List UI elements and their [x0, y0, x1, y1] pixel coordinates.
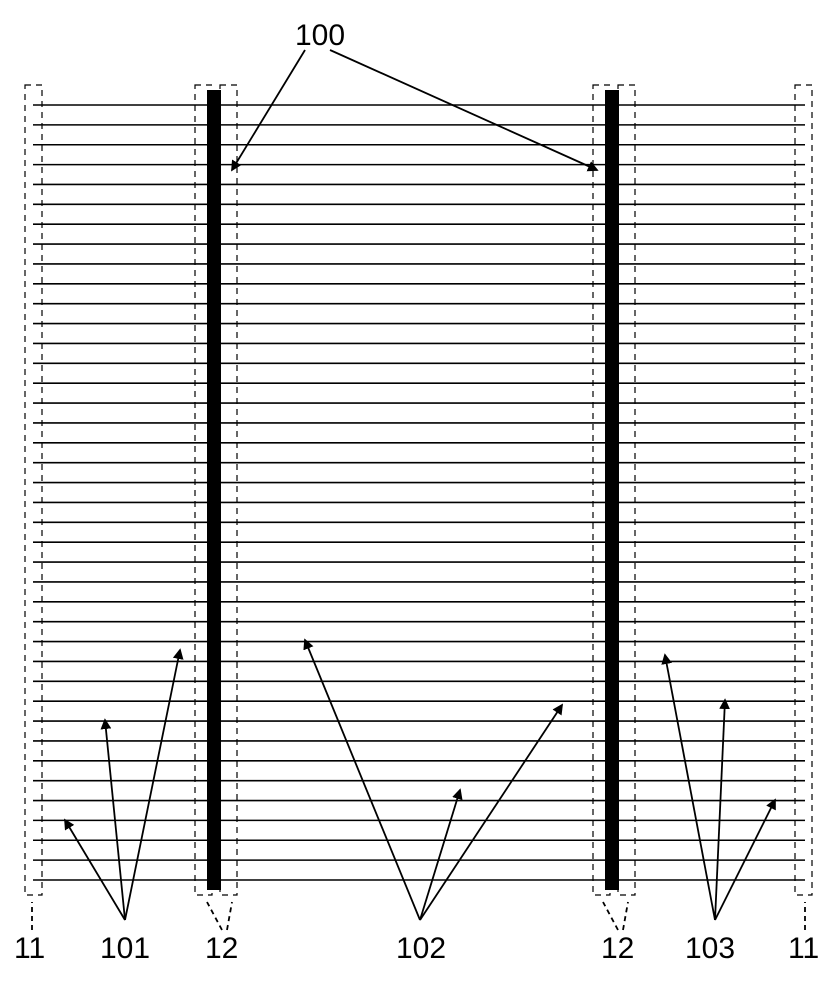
- callout-arrow: [207, 902, 222, 930]
- bar100-right: [605, 90, 619, 890]
- arrow-layer: [32, 50, 805, 930]
- callout-arrow: [715, 700, 725, 920]
- callout-arrow: [603, 902, 618, 930]
- vertical-bar-layer: [207, 90, 619, 890]
- lbl-103: 103: [685, 932, 735, 965]
- lbl-100: 100: [295, 19, 345, 52]
- lbl-12-left: 12: [205, 932, 238, 965]
- bar100-left: [207, 90, 221, 890]
- callout-arrow: [420, 790, 460, 920]
- lbl-101: 101: [100, 932, 150, 965]
- box-12-left-b: [220, 85, 237, 895]
- box-11-right: [795, 85, 812, 895]
- label-layer: 100 101 102 103 11 12 12 11: [14, 19, 819, 965]
- callout-arrow: [232, 50, 305, 170]
- lbl-12-right: 12: [601, 932, 634, 965]
- technical-diagram-svg: 100 101 102 103 11 12 12 11: [0, 0, 829, 1000]
- horizontal-line-layer: [33, 105, 805, 880]
- box-11-left: [25, 85, 42, 895]
- lbl-102: 102: [396, 932, 446, 965]
- lbl-11-right: 11: [788, 932, 819, 965]
- callout-arrow: [623, 902, 628, 930]
- callout-arrow: [420, 705, 562, 920]
- box-12-right-b: [618, 85, 635, 895]
- dashed-box-layer: [25, 85, 812, 895]
- callout-arrow: [227, 902, 232, 930]
- callout-arrow: [330, 50, 597, 170]
- lbl-11-left: 11: [14, 932, 45, 965]
